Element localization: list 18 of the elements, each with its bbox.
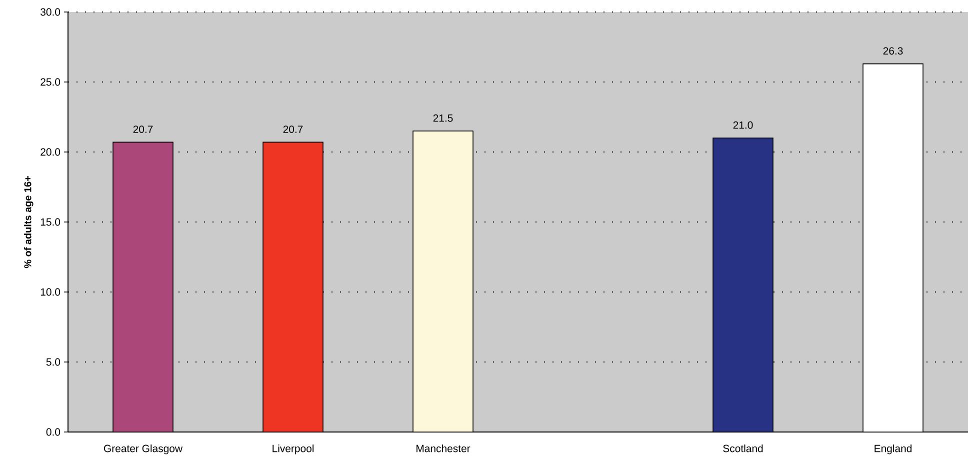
y-tick-label: 5.0 <box>46 358 60 366</box>
data-label: 21.5 <box>433 114 453 122</box>
x-tick-label: Manchester <box>416 444 470 452</box>
y-tick-label: 10.0 <box>40 288 60 296</box>
x-tick-label: Greater Glasgow <box>104 444 183 454</box>
data-label: 20.7 <box>133 126 153 133</box>
data-label: 26.3 <box>883 47 903 55</box>
x-tick-label: Scotland <box>723 444 763 452</box>
data-label: 20.7 <box>283 126 303 133</box>
y-tick-label: 25.0 <box>40 78 60 86</box>
x-tick-label: Liverpool <box>272 444 314 454</box>
y-tick-label: 20.0 <box>40 148 60 156</box>
y-tick-label: 15.0 <box>40 218 60 226</box>
y-tick-label: 30.0 <box>40 8 60 16</box>
y-tick-label: 0.0 <box>46 428 60 436</box>
x-tick-label: England <box>874 444 912 454</box>
y-axis-title: % of adults age 16+ <box>24 176 34 268</box>
data-label: 21.0 <box>733 121 753 129</box>
